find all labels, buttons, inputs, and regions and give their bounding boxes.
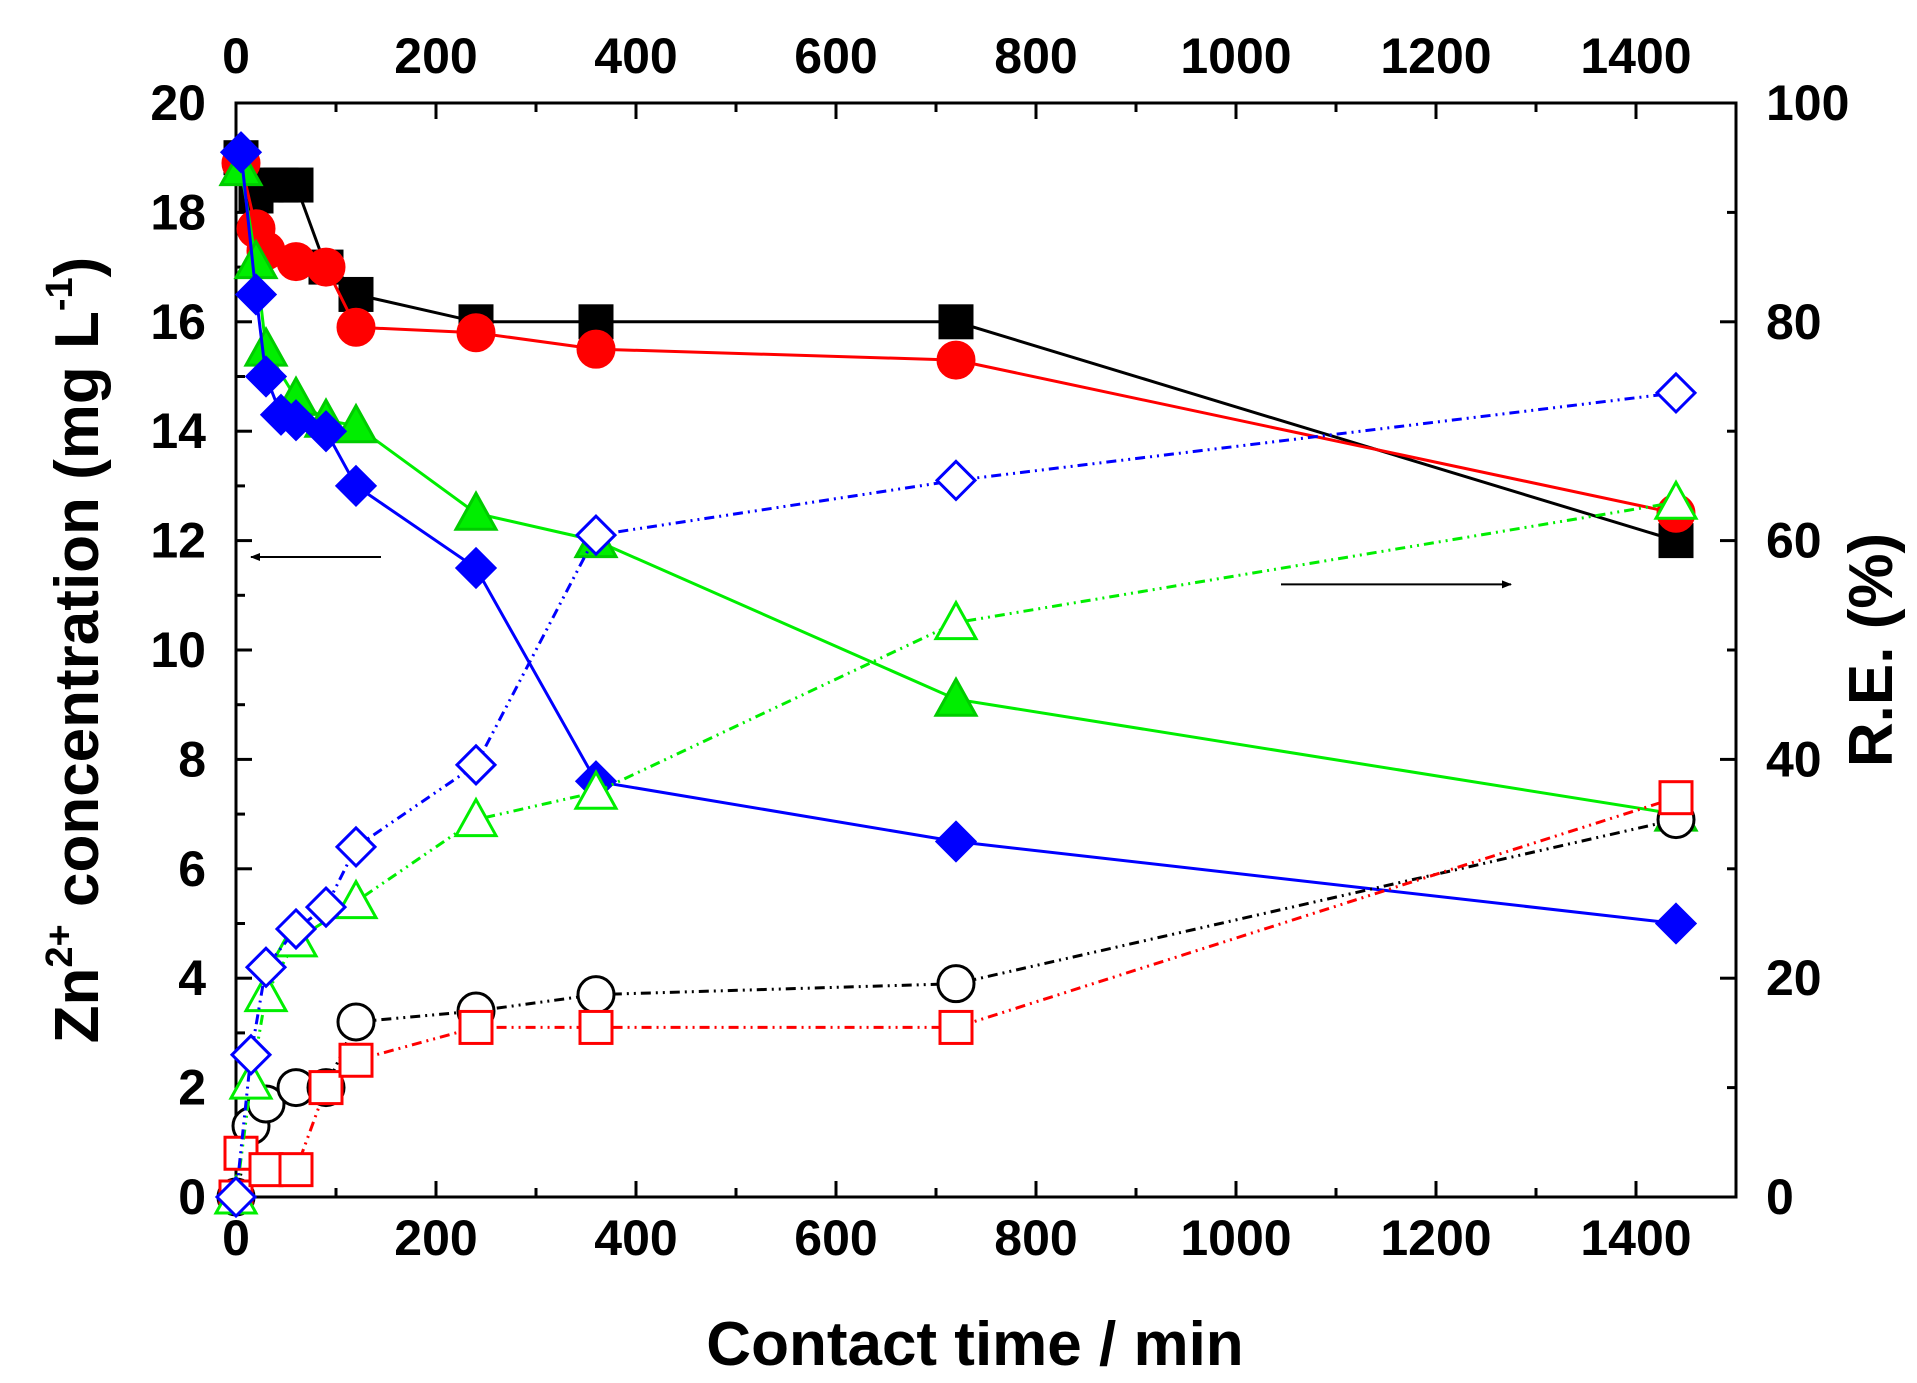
y-left-tick-label: 16 bbox=[150, 294, 206, 350]
data-point bbox=[234, 273, 278, 316]
data-point bbox=[334, 464, 378, 508]
series-blue-diamonds-filled bbox=[219, 131, 1698, 945]
y-right-tick-label: 40 bbox=[1766, 731, 1822, 787]
data-point bbox=[934, 459, 978, 502]
axis-ticks bbox=[234, 101, 1738, 1199]
data-point bbox=[308, 1070, 344, 1106]
data-point bbox=[336, 307, 376, 347]
data-point bbox=[219, 131, 263, 174]
y-left-tick-label: 18 bbox=[150, 184, 206, 240]
x-top-tick-label: 200 bbox=[394, 28, 477, 84]
y-right-axis-title: R.E. (%) bbox=[1837, 533, 1906, 767]
y-left-tick-label: 8 bbox=[178, 731, 206, 787]
data-point bbox=[1658, 780, 1694, 816]
x-top-tick-label: 1000 bbox=[1180, 28, 1291, 84]
data-point bbox=[576, 329, 616, 369]
data-point bbox=[453, 490, 499, 531]
x-top-tick-label: 800 bbox=[994, 28, 1077, 84]
y-left-tick-label: 20 bbox=[150, 75, 206, 131]
annotation-layer bbox=[250, 553, 1512, 589]
y-left-tick-label: 6 bbox=[178, 841, 206, 897]
y-left-tick-label: 10 bbox=[150, 622, 206, 678]
data-point bbox=[1654, 371, 1698, 415]
y-right-tick-label: 100 bbox=[1766, 75, 1849, 131]
data-point bbox=[333, 402, 379, 444]
data-point bbox=[454, 546, 498, 590]
y-left-title-unit-superscript: -1 bbox=[39, 277, 81, 311]
data-point bbox=[243, 971, 289, 1013]
y-left-tick-label: 0 bbox=[178, 1169, 206, 1225]
data-point bbox=[304, 410, 348, 453]
data-point bbox=[333, 878, 379, 920]
data-point bbox=[936, 964, 976, 1004]
data-point bbox=[306, 247, 346, 287]
tick-labels: 0020020040040060060080080010001000120012… bbox=[150, 28, 1849, 1266]
data-point bbox=[573, 769, 619, 810]
x-top-tick-label: 400 bbox=[594, 28, 677, 84]
data-point bbox=[933, 599, 979, 641]
x-bottom-tick-label: 600 bbox=[794, 1210, 877, 1266]
y-left-title-superscript: 2+ bbox=[39, 924, 81, 967]
data-point bbox=[453, 796, 499, 838]
x-top-tick-label: 600 bbox=[794, 28, 877, 84]
y-left-tick-label: 12 bbox=[150, 513, 206, 569]
x-bottom-tick-label: 400 bbox=[594, 1210, 677, 1266]
data-point bbox=[933, 676, 979, 717]
data-point bbox=[458, 1009, 494, 1045]
data-point bbox=[576, 975, 616, 1015]
x-top-tick-label: 0 bbox=[222, 28, 250, 84]
x-bottom-tick-label: 800 bbox=[994, 1210, 1077, 1266]
x-bottom-tick-label: 1200 bbox=[1380, 1210, 1491, 1266]
data-point bbox=[936, 340, 976, 380]
data-point bbox=[336, 1002, 376, 1042]
y-left-title-prefix: Zn bbox=[43, 968, 112, 1044]
y-right-tick-label: 80 bbox=[1766, 294, 1822, 350]
data-point bbox=[214, 1175, 258, 1219]
data-point bbox=[338, 1042, 374, 1078]
data-point bbox=[304, 885, 348, 929]
data-point bbox=[244, 946, 288, 989]
x-bottom-tick-label: 0 bbox=[222, 1210, 250, 1266]
y-right-tick-label: 0 bbox=[1766, 1169, 1794, 1225]
data-point bbox=[229, 1033, 273, 1076]
data-point bbox=[574, 514, 618, 557]
series-line bbox=[234, 391, 1677, 1198]
x-bottom-tick-label: 1000 bbox=[1180, 1210, 1291, 1266]
y-right-tick-label: 20 bbox=[1766, 950, 1822, 1006]
y-left-tick-label: 2 bbox=[178, 1060, 206, 1116]
data-point bbox=[244, 355, 288, 398]
data-point bbox=[938, 304, 974, 340]
x-top-tick-label: 1200 bbox=[1380, 28, 1491, 84]
data-point bbox=[278, 1152, 314, 1188]
series-line bbox=[234, 818, 1677, 1198]
data-point bbox=[228, 1059, 274, 1100]
data-point bbox=[1654, 902, 1698, 945]
x-top-tick-label: 1400 bbox=[1580, 28, 1691, 84]
data-point bbox=[248, 1152, 284, 1188]
data-point bbox=[274, 907, 318, 951]
data-point bbox=[578, 1009, 614, 1045]
y-left-tick-label: 14 bbox=[150, 403, 206, 459]
data-point bbox=[454, 743, 498, 786]
x-bottom-tick-label: 1400 bbox=[1580, 1210, 1691, 1266]
data-point bbox=[278, 167, 314, 203]
data-point bbox=[1653, 479, 1699, 520]
y-left-title-close: ) bbox=[43, 257, 112, 278]
y-left-title-suffix: concentration (mg L bbox=[43, 311, 112, 924]
data-point bbox=[274, 399, 318, 442]
data-point bbox=[938, 1009, 974, 1045]
series-layer bbox=[213, 131, 1699, 1219]
data-point bbox=[456, 313, 496, 353]
x-axis-title: Contact time / min bbox=[706, 1310, 1243, 1379]
series-blue-diamonds-open bbox=[214, 371, 1698, 1219]
y-right-tick-label: 60 bbox=[1766, 513, 1822, 569]
data-point bbox=[334, 825, 378, 869]
data-point bbox=[934, 820, 978, 863]
x-bottom-tick-label: 200 bbox=[394, 1210, 477, 1266]
y-left-tick-label: 4 bbox=[178, 950, 206, 1006]
y-left-axis-title: Zn2+ concentration (mg L-1) bbox=[39, 257, 112, 1044]
